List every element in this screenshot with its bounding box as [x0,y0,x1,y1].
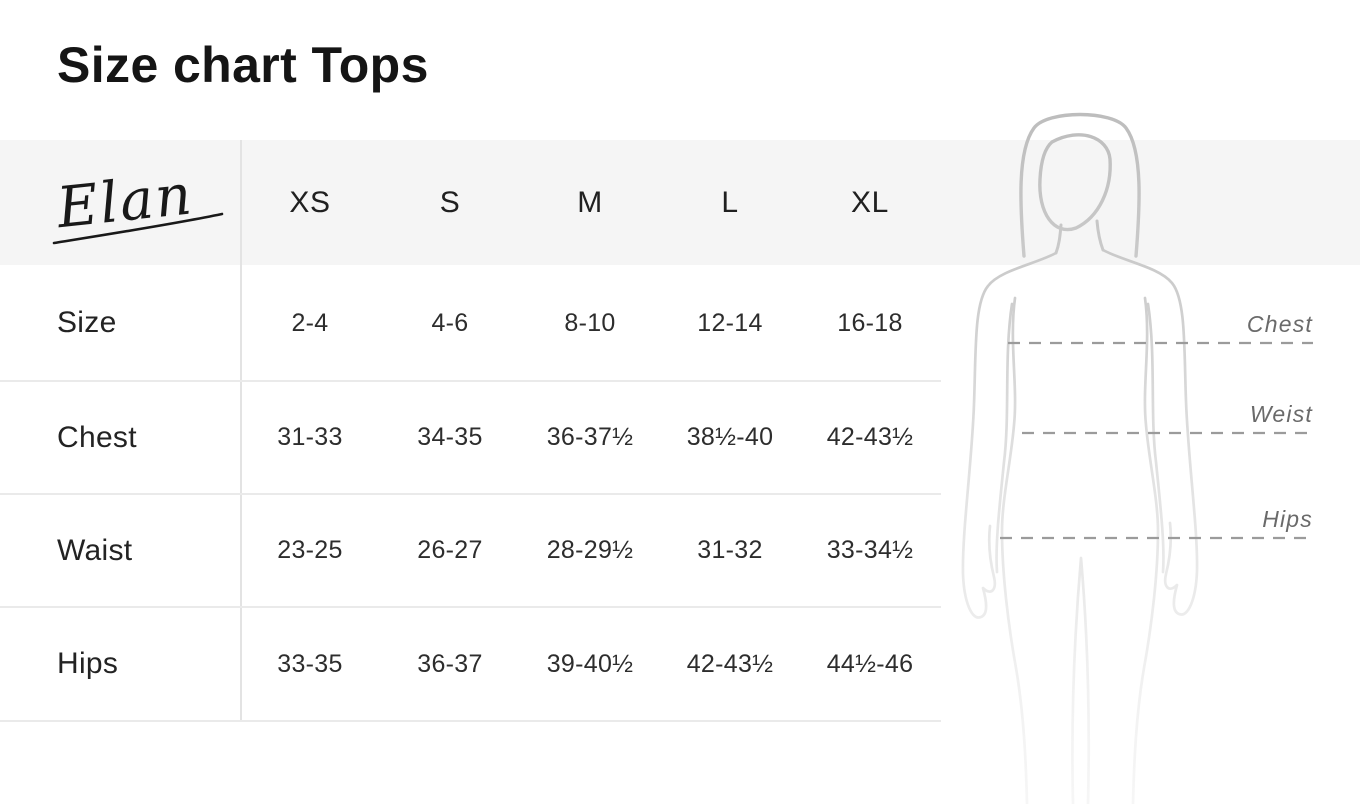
table-header-band [0,140,1360,265]
size-m-value: 8-10 [564,308,616,337]
figure-torso-leg-left [1000,296,1029,806]
figure-inner-legs [1071,556,1091,806]
chest-xs-value: 31-33 [277,423,343,451]
row-separator [0,606,941,608]
figure-inner-arm-left [995,302,1014,574]
column-header-xl: XL [851,185,889,219]
brand-logo: Elan [0,140,240,265]
chest-s-value: 34-35 [417,423,483,451]
figure-neck-left [1054,223,1063,255]
hips-xl-value: 44½-46 [826,649,914,678]
logo-underline-stroke [52,212,224,244]
row-separator [0,380,941,382]
figure-face-outline [1038,133,1112,232]
size-xl-value: 16-18 [837,308,903,337]
female-figure-illustration: Chest Weist Hips [961,112,1313,806]
column-header-s: S [439,185,461,219]
size-chart-table: Elan XS S M L XL Size 2-4 4-6 8-10 12-14… [0,140,940,721]
figure-hair-outline [1019,112,1141,258]
brand-logo-text: Elan [53,162,196,241]
figure-neck-right [1095,219,1105,252]
hips-s-value: 36-37 [417,649,483,678]
measurement-figure: Chest Weist Hips [950,104,1360,806]
figure-inner-arm-right [1146,302,1165,574]
hips-measurement-label: Hips [1262,506,1313,532]
figure-arm-right [1101,248,1199,616]
waist-xl-value: 33-34½ [826,536,914,564]
row-separator [0,493,941,495]
row-separator [0,720,941,722]
hips-l-value: 42-43½ [686,649,774,678]
column-header-xs: XS [289,185,331,219]
size-xs-value: 2-4 [291,308,329,337]
waist-s-value: 26-27 [417,536,483,564]
page-title: Size chart Tops [57,37,429,93]
row-label-chest: Chest [57,420,137,454]
hips-xs-value: 33-35 [277,649,343,678]
size-s-value: 4-6 [431,308,469,337]
chest-l-value: 38½-40 [686,423,774,451]
row-label-hips: Hips [57,647,119,680]
waist-xs-value: 23-25 [277,536,343,564]
row-label-size: Size [57,306,117,339]
table-column-divider [240,140,242,721]
column-header-m: M [577,185,603,219]
waist-l-value: 31-32 [697,536,763,564]
chest-m-value: 36-37½ [546,423,634,451]
chest-measurement-label: Chest [1247,311,1313,337]
row-label-waist: Waist [57,533,133,567]
hips-m-value: 39-40½ [546,649,634,678]
figure-torso-leg-right [1131,296,1160,806]
figure-arm-left [961,251,1058,619]
chest-xl-value: 42-43½ [826,423,914,451]
column-header-l: L [721,185,739,219]
brand-logo-signature: Elan [52,162,224,244]
size-l-value: 12-14 [697,308,763,337]
waist-m-value: 28-29½ [546,536,634,564]
waist-measurement-label: Weist [1250,401,1313,427]
